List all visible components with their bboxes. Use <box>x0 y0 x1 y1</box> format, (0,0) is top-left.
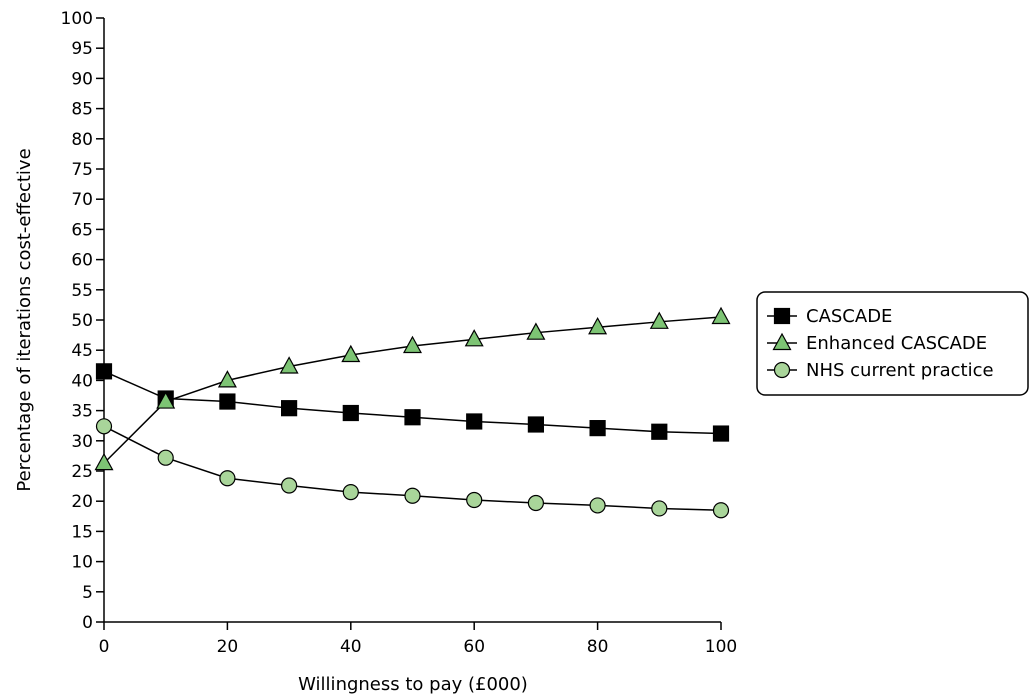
series-layer <box>94 306 731 519</box>
data-point-nhs-current-practice <box>281 477 298 494</box>
data-point-cascade <box>651 423 668 440</box>
y-tick-label: 75 <box>71 160 93 180</box>
data-point-nhs-current-practice <box>95 418 113 435</box>
data-point-cascade <box>219 393 236 410</box>
axes: 0 5 10 15 20 25 30 35 40 45 50 55 60 65 70 75 80 85 90 95 10… <box>61 9 738 657</box>
y-tick-label: 20 <box>71 492 93 512</box>
legend-marker-cascade <box>773 307 791 325</box>
data-point-nhs-current-practice <box>157 449 174 466</box>
y-tick-label: 50 <box>71 311 93 331</box>
y-tick-label: 30 <box>71 432 93 452</box>
legend-label-enhanced-cascade: Enhanced CASCADE <box>806 333 987 354</box>
x-tick-label: 0 <box>99 637 110 657</box>
data-point-cascade <box>342 404 359 422</box>
series-cascade <box>95 363 730 442</box>
x-tick-label: 100 <box>705 637 737 657</box>
data-point-nhs-current-practice <box>712 502 730 519</box>
data-point-enhanced-cascade <box>526 322 546 340</box>
series-nhs-current-practice <box>95 418 730 519</box>
y-tick-label: 80 <box>71 130 93 150</box>
data-point-enhanced-cascade <box>402 335 423 354</box>
legend-box <box>756 291 1029 396</box>
data-point-cascade <box>95 363 113 380</box>
y-tick-label: 25 <box>71 462 93 482</box>
y-tick-label: 85 <box>71 100 93 120</box>
x-tick-label: 60 <box>463 637 485 657</box>
data-point-nhs-current-practice <box>651 500 668 517</box>
data-point-cascade <box>404 409 421 426</box>
y-tick-label: 40 <box>71 371 93 391</box>
y-tick-label: 100 <box>61 9 93 29</box>
y-tick-label: 65 <box>71 220 93 240</box>
legend-marker-enhanced-cascade <box>772 332 792 351</box>
data-point-enhanced-cascade <box>341 344 361 363</box>
x-tick-label: 40 <box>340 637 362 657</box>
data-point-cascade <box>527 416 545 433</box>
x-tick-label: 20 <box>217 637 239 657</box>
x-tick-label: 80 <box>587 637 609 657</box>
data-point-nhs-current-practice <box>342 484 359 501</box>
data-point-cascade <box>466 413 483 430</box>
y-tick-label: 70 <box>71 190 93 210</box>
legend-marker-nhs-current-practice <box>773 361 791 379</box>
data-point-enhanced-cascade <box>464 329 484 347</box>
data-point-nhs-current-practice <box>219 470 236 487</box>
data-point-nhs-current-practice <box>527 494 545 512</box>
data-point-nhs-current-practice <box>466 491 483 509</box>
data-point-cascade <box>281 400 298 417</box>
y-tick-label: 90 <box>71 69 93 89</box>
y-tick-label: 5 <box>82 583 93 603</box>
y-tick-label: 55 <box>71 281 93 301</box>
data-point-enhanced-cascade <box>279 356 299 374</box>
y-tick-label: 10 <box>71 553 93 573</box>
data-point-nhs-current-practice <box>589 497 606 514</box>
y-axis-title: Percentage of iterations cost-effective <box>14 148 35 491</box>
data-point-enhanced-cascade <box>94 452 114 471</box>
x-axis-title: Willingness to pay (£000) <box>298 674 528 695</box>
series-enhanced-cascade <box>94 306 731 471</box>
y-tick-label: 15 <box>71 522 93 542</box>
legend-label-cascade: CASCADE <box>806 306 892 327</box>
data-point-enhanced-cascade <box>649 311 669 329</box>
y-tick-label: 0 <box>82 613 93 633</box>
legend: CASCADE Enhanced CASCADE NHS current pract… <box>756 291 1029 396</box>
data-point-cascade <box>589 420 606 437</box>
data-point-nhs-current-practice <box>404 487 421 504</box>
data-point-enhanced-cascade <box>217 370 237 388</box>
data-point-enhanced-cascade <box>711 306 731 325</box>
y-tick-label: 95 <box>71 39 93 59</box>
y-tick-label: 45 <box>71 341 93 361</box>
y-tick-label: 60 <box>71 251 93 271</box>
data-point-cascade <box>712 425 730 442</box>
data-point-enhanced-cascade <box>156 391 176 409</box>
legend-label-nhs-current-practice: NHS current practice <box>806 360 994 381</box>
data-point-enhanced-cascade <box>588 317 608 335</box>
y-tick-label: 35 <box>71 402 93 422</box>
